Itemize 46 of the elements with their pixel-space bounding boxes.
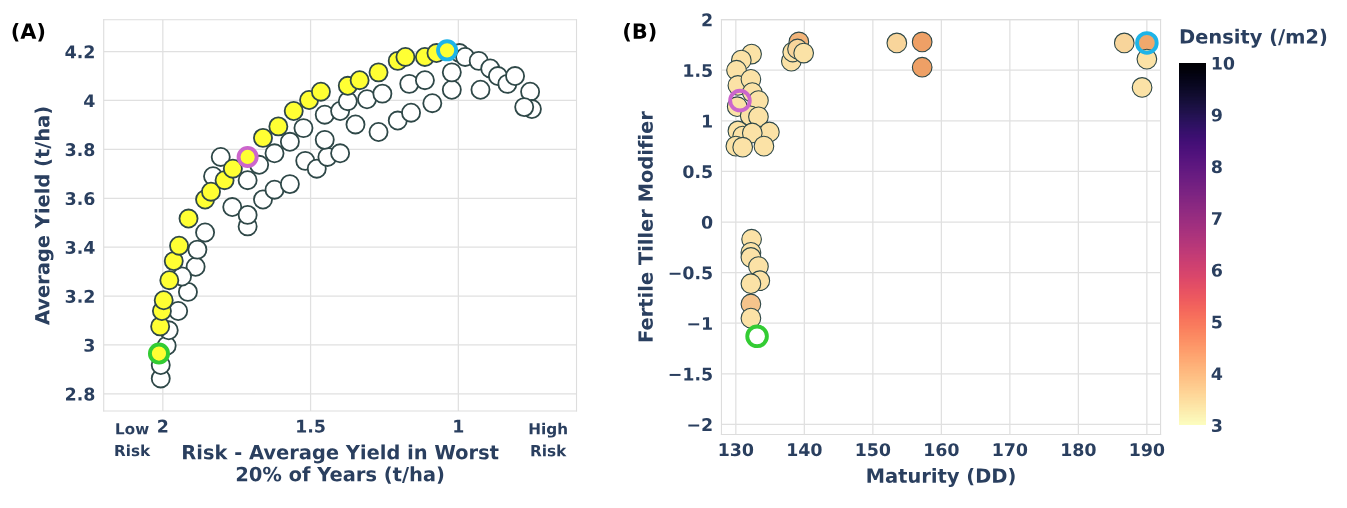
- chart-title: (B): [624, 22, 656, 42]
- text: High Risk: [529, 422, 567, 457]
- x-tick-label: 1: [454, 419, 464, 433]
- y-tick-label: 1.5: [684, 64, 712, 78]
- y-tick-label: 1: [703, 114, 712, 128]
- color-bar-label: 4: [1211, 367, 1223, 381]
- x-tick-label: 1.5: [297, 419, 325, 433]
- point: [728, 88, 752, 113]
- y-axis-title: Fertile Tiller Modifier: [637, 111, 653, 342]
- x-tick-label: 180: [1062, 443, 1096, 457]
- x-axis-title: Maturity (DD): [867, 467, 1015, 487]
- y-tick-label: −1: [688, 317, 712, 330]
- y-tick-label: 3: [84, 338, 94, 352]
- y-tick-label: −1.5: [669, 367, 712, 381]
- y-tick-label: −0.5: [669, 266, 712, 280]
- color-bar-label: 9: [1211, 108, 1222, 122]
- color-bar-title: Density (/m2): [1180, 28, 1327, 48]
- y-tick-label: 0: [701, 215, 713, 229]
- chart-title: (A): [12, 22, 45, 42]
- color-bar-label: 10: [1212, 56, 1235, 70]
- x-tick-label: 160: [925, 443, 959, 457]
- x-axis-title: Risk - Average Yield in Worst 20% of Years (t/ha): [183, 444, 499, 484]
- y-tick-label: 3.6: [65, 191, 95, 206]
- color-bar-label: 8: [1211, 160, 1222, 174]
- x-tick-label: 140: [788, 443, 822, 457]
- color-bar-label: 5: [1212, 315, 1222, 329]
- y-tick-label: 3.4: [65, 240, 95, 255]
- x-tick-label: 170: [993, 443, 1028, 457]
- y-tick-label: −2: [688, 418, 712, 431]
- color-bar-label: 3: [1211, 418, 1222, 433]
- x-tick-label: 2: [158, 419, 168, 433]
- y-tick-label: 3.8: [65, 143, 95, 157]
- color-bar-label: 6: [1211, 263, 1222, 277]
- y-tick-label: 4.2: [65, 45, 94, 59]
- color-bar-label: 7: [1211, 212, 1222, 225]
- y-tick-label: 3.2: [65, 289, 94, 303]
- y-axis-title: Average Yield (t/ha): [34, 107, 54, 325]
- x-tick-label: 150: [856, 443, 891, 457]
- point: [745, 324, 769, 349]
- y-tick-label: 2.8: [66, 387, 95, 401]
- x-tick-label: 190: [1130, 443, 1165, 457]
- y-tick-label: 4: [84, 94, 95, 108]
- y-tick-label: 0.5: [683, 165, 712, 179]
- y-tick-label: 2: [702, 13, 712, 27]
- text: Low Risk: [115, 423, 151, 457]
- x-tick-label: 130: [719, 443, 754, 457]
